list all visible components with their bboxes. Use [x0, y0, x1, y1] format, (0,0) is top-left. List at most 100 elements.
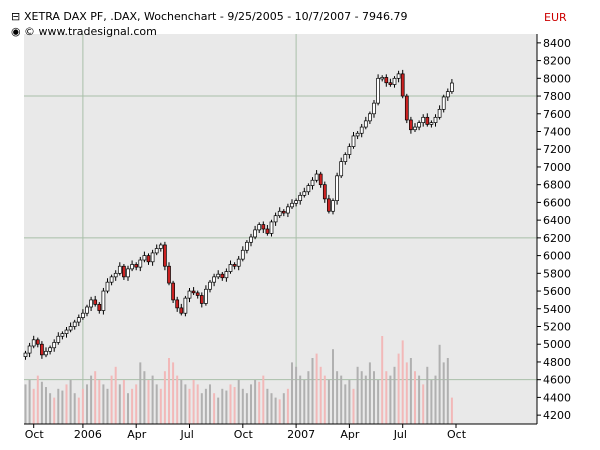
volume-bars — [24, 336, 453, 424]
globe-icon: ◉ — [11, 25, 21, 38]
candle — [433, 114, 438, 127]
candle-body — [376, 77, 380, 104]
price-tick-label: 5400 — [543, 303, 571, 316]
candle-body — [232, 264, 237, 267]
volume-bar — [254, 380, 257, 424]
candle-body — [113, 272, 118, 278]
volume-bar — [438, 344, 441, 424]
price-tick-label: 7400 — [543, 126, 571, 139]
volume-bar — [163, 371, 166, 424]
volume-bar — [192, 380, 195, 424]
candle-body — [171, 282, 175, 301]
candle-body — [85, 306, 89, 314]
price-tick-label: 4800 — [543, 356, 571, 369]
candle-body — [175, 299, 180, 309]
candle-body — [413, 126, 417, 131]
candle-body — [355, 132, 360, 137]
candle-body — [76, 317, 81, 323]
candle — [417, 120, 421, 131]
volume-bar — [245, 393, 248, 424]
volume-bar — [45, 387, 47, 424]
candle-body — [404, 95, 409, 121]
volume-bar — [159, 388, 162, 424]
volume-bar — [241, 388, 244, 424]
candle — [220, 271, 225, 281]
candle — [113, 270, 118, 281]
candle-body — [64, 329, 69, 334]
volume-bar — [434, 375, 437, 424]
candle — [187, 287, 192, 303]
candle-body — [31, 339, 36, 347]
volume-bar — [344, 384, 347, 424]
candle — [31, 335, 36, 349]
candle — [240, 246, 245, 262]
volume-bar — [122, 380, 125, 424]
volume-bar — [28, 380, 31, 424]
volume-bar — [184, 384, 187, 424]
volume-bar — [73, 393, 76, 424]
volume-bar — [332, 349, 334, 424]
volume-bar — [204, 388, 207, 424]
candle-body — [269, 221, 274, 234]
volume-bar — [32, 388, 35, 424]
volume-bar — [352, 388, 355, 424]
candle-body — [44, 350, 48, 356]
candle-body — [117, 265, 122, 274]
candle-body — [290, 202, 294, 208]
volume-bar — [135, 384, 138, 424]
price-axis: 4200 4400 4600 4800 5000 5200 5400 5600 5800 6000… — [536, 34, 571, 424]
chart-title: XETRA DAX PF, .DAX, Wochenchart - 9/25/2… — [24, 10, 408, 23]
candle-body — [212, 276, 216, 283]
candle — [277, 207, 282, 218]
volume-bar — [40, 381, 43, 424]
price-tick-label: 6200 — [543, 232, 571, 245]
volume-bar — [81, 388, 84, 424]
candle — [441, 94, 446, 113]
candle-body — [359, 126, 364, 134]
volume-bar — [348, 380, 351, 424]
volume-bar — [110, 375, 113, 424]
volume-bar — [118, 384, 121, 424]
candle — [437, 105, 442, 120]
candle — [208, 279, 212, 293]
candle-body — [138, 259, 143, 268]
candle-body — [314, 173, 319, 181]
candle-body — [179, 307, 184, 314]
candle-body — [220, 273, 225, 279]
volume-bar — [327, 380, 330, 424]
volume-bar — [422, 384, 425, 424]
volume-bar — [65, 384, 68, 424]
candle — [175, 296, 180, 312]
time-tick-label: Apr — [340, 428, 360, 441]
volume-bar — [450, 397, 453, 424]
candle — [253, 225, 257, 240]
candle-body — [322, 184, 327, 200]
candle — [273, 212, 278, 226]
time-tick-label: 2007 — [287, 428, 315, 441]
volume-bar — [168, 358, 170, 424]
candle-body — [245, 241, 249, 251]
candle — [290, 199, 294, 210]
candle-body — [450, 82, 454, 92]
volume-bar — [139, 362, 142, 424]
time-tick-label: Jul — [180, 428, 194, 441]
volume-bar — [389, 375, 392, 424]
candle — [269, 219, 274, 237]
candle-body — [35, 339, 40, 345]
candle — [429, 120, 434, 128]
price-tick-label: 4200 — [543, 409, 571, 422]
candle — [281, 209, 286, 217]
candle — [257, 222, 262, 233]
candle — [318, 171, 323, 188]
time-tick-label: Oct — [447, 428, 467, 441]
candle-body — [81, 312, 85, 318]
candle-body — [163, 244, 167, 267]
candle — [421, 114, 426, 127]
time-tick-label: 2006 — [74, 428, 102, 441]
candle — [40, 341, 44, 359]
volume-bar — [311, 358, 314, 424]
candle — [179, 303, 184, 316]
candle — [27, 342, 32, 358]
volume-bar — [270, 393, 273, 424]
candle — [89, 296, 93, 311]
